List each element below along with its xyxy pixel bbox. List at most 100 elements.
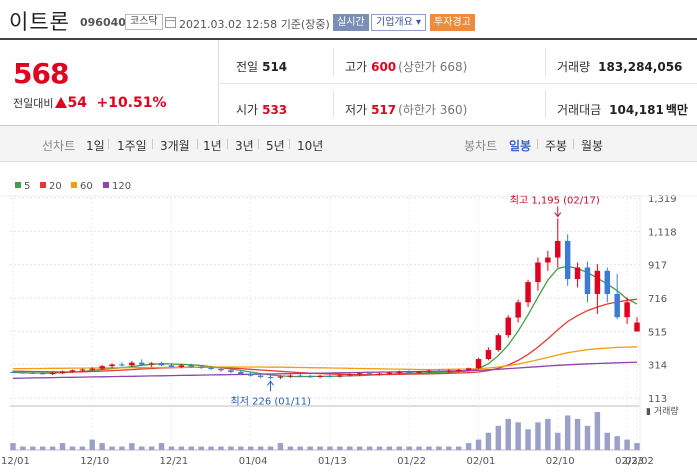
volume-bar: [109, 446, 115, 450]
y-tick-label: 515: [648, 327, 667, 338]
ma-line-120: [12, 361, 638, 379]
investment-warning-badge[interactable]: 투자경고: [430, 14, 475, 31]
volume-bar: [129, 443, 135, 450]
candle-body: [59, 371, 66, 374]
change-label: 전일대비: [13, 97, 54, 110]
volume-bar: [416, 446, 422, 450]
candle-body: [297, 375, 303, 377]
ma-line-20: [12, 298, 638, 376]
volume-bar: [119, 446, 125, 450]
volume-bar: [198, 446, 204, 450]
volume-bar: [366, 446, 373, 450]
volume-bar: [307, 446, 313, 450]
candle-body: [396, 371, 403, 373]
high-label: 고가: [345, 60, 368, 74]
y-tick-label: 716: [648, 294, 667, 305]
volume-bar: [426, 446, 432, 450]
tab-5y[interactable]: 5년: [266, 139, 285, 153]
tab-10y[interactable]: 10년: [297, 139, 324, 153]
candle-body: [614, 294, 620, 318]
volume-bar: [495, 425, 502, 450]
low-value: 517: [371, 103, 397, 117]
volume-bar: [584, 425, 591, 450]
volume-bar: [446, 446, 452, 450]
open-value: 533: [262, 103, 288, 117]
volume-bar: [386, 446, 393, 450]
tab-monthly[interactable]: 월봉: [581, 139, 604, 153]
volume-bar: [247, 446, 254, 450]
candlestick-chart[interactable]: 1,319 1,118 917 716 515 314 113 12/01 12/10 12/21…: [0, 190, 697, 473]
candle-body: [624, 302, 630, 318]
candle-body: [436, 370, 442, 372]
x-tick-label: 12/21: [159, 456, 188, 467]
candle-body: [228, 370, 234, 372]
trade-amount: 거래대금 104,181 백만: [557, 101, 688, 118]
tab-1d[interactable]: 1일: [86, 139, 105, 153]
x-tick-label: 03/02: [625, 456, 654, 467]
volume-bar: [555, 432, 561, 450]
tab-3y[interactable]: 3년: [235, 139, 254, 153]
datetime-text: 2021.03.02 12:58: [179, 18, 278, 31]
volume-bar: [267, 446, 274, 450]
candle-body: [465, 368, 472, 370]
x-tick-label: 01/13: [318, 456, 347, 467]
volume-bar: [257, 446, 264, 450]
candle-body: [574, 267, 581, 280]
volume-bar: [515, 422, 521, 450]
line-chart-label: 선차트: [42, 139, 76, 153]
volume-bar: [59, 443, 66, 450]
candle-body: [584, 267, 591, 295]
open-price: 시가 533: [236, 101, 287, 118]
volume-bar: [139, 446, 145, 450]
company-overview-dropdown[interactable]: 기업개요 ▾: [371, 14, 426, 31]
candle-body: [99, 366, 105, 369]
tab-1w[interactable]: 1주일: [117, 139, 147, 153]
volume-bar: [287, 446, 294, 450]
candle-body: [505, 317, 511, 336]
volume-bar: [356, 446, 363, 450]
tab-1y[interactable]: 1년: [203, 139, 222, 153]
volume-bar: [436, 446, 442, 450]
legend-ma60: 60: [71, 181, 93, 192]
period-tabs: 선차트 1일 1주일 3개월 1년 3년 5년 10년 봉차트 일봉 주봉 월봉: [0, 126, 697, 162]
stock-code: 096040: [80, 16, 126, 29]
legend-swatch: [15, 182, 21, 188]
high-price: 고가 600 (상한가 668): [345, 58, 467, 75]
tab-weekly[interactable]: 주봉: [545, 139, 568, 153]
candle-body: [79, 369, 86, 371]
candle-body: [545, 257, 551, 263]
volume-bar: [10, 443, 16, 450]
low-annotation: 최저 226 (01/11): [231, 395, 312, 407]
candle-body: [168, 365, 175, 367]
candle-chart-label: 봉차트: [464, 139, 498, 153]
candle-body: [634, 322, 640, 332]
candle-body: [485, 350, 492, 360]
quote-datetime: 2021.03.02 12:58 기준(장중): [179, 16, 330, 32]
legend-label: 120: [112, 181, 132, 192]
volume-bar: [158, 443, 165, 450]
volume-value: 183,284,056: [598, 60, 683, 74]
candle-body: [178, 365, 185, 367]
current-price: 568: [13, 57, 69, 90]
candle-body: [257, 375, 264, 377]
candle-body: [366, 373, 373, 375]
candle-body: [535, 262, 541, 283]
calendar-icon: [165, 17, 176, 28]
prev-label: 전일: [236, 60, 259, 74]
volume-bar: [30, 446, 36, 450]
tab-daily[interactable]: 일봉: [509, 139, 532, 153]
candle-body: [564, 240, 571, 280]
volume-bar: [188, 446, 195, 450]
volume-bar: [455, 446, 462, 450]
candle-body: [49, 373, 56, 375]
volume-bar: [20, 446, 26, 450]
low-label: 저가: [345, 103, 368, 117]
volume-bar: [238, 446, 244, 450]
x-tick-label: 01/04: [239, 456, 268, 467]
realtime-button[interactable]: 실시간: [333, 14, 369, 31]
candle-body: [475, 359, 482, 369]
volume-bar: [317, 446, 323, 450]
tab-3m[interactable]: 3개월: [160, 139, 190, 153]
y-tick-label: 1,118: [648, 227, 677, 238]
stock-header: 이트론 096040 코스닥 2021.03.02 12:58 기준(장중) 실…: [0, 0, 697, 40]
